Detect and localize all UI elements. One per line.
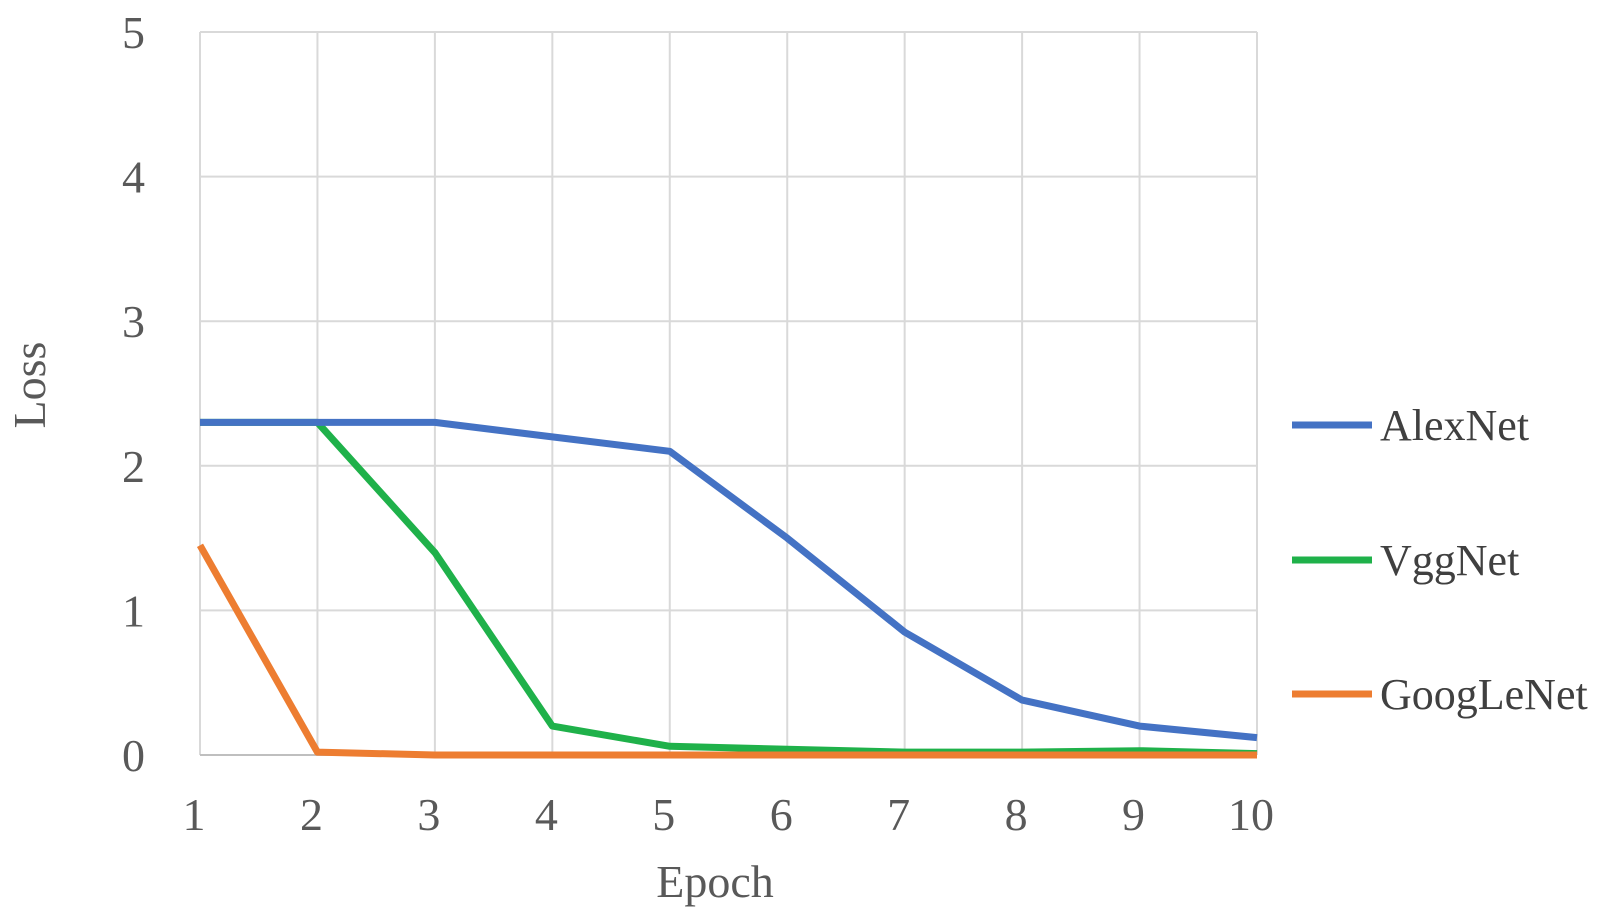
- legend-item-googlenet: GoogLeNet: [1292, 670, 1588, 719]
- x-tick-label: 4: [535, 789, 558, 840]
- x-tick-label: 2: [300, 789, 323, 840]
- series-line-alexnet: [200, 418, 1258, 742]
- y-axis-title: Loss: [4, 342, 55, 429]
- legend: AlexNet VggNet GoogLeNet: [1292, 401, 1588, 719]
- y-tick-label: 0: [122, 730, 145, 781]
- x-tick-label: 1: [183, 789, 206, 840]
- y-tick-label: 3: [122, 296, 145, 347]
- legend-item-alexnet: AlexNet: [1292, 401, 1529, 450]
- series-lines: [196, 418, 1258, 759]
- x-tick-label: 8: [1005, 789, 1028, 840]
- x-tick-label: 10: [1228, 789, 1274, 840]
- x-tick-label: 6: [770, 789, 793, 840]
- legend-label: AlexNet: [1380, 401, 1529, 450]
- legend-label: VggNet: [1380, 536, 1519, 585]
- legend-item-vggnet: VggNet: [1292, 536, 1519, 585]
- series-line-vggnet: [200, 418, 1258, 758]
- y-tick-label: 4: [122, 152, 145, 203]
- y-tick-label: 2: [122, 441, 145, 492]
- x-tick-label: 7: [887, 789, 910, 840]
- y-tick-label: 5: [122, 7, 145, 58]
- x-tick-label: 9: [1122, 789, 1145, 840]
- x-tick-label: 5: [652, 789, 675, 840]
- x-axis-title: Epoch: [656, 856, 774, 907]
- legend-label: GoogLeNet: [1380, 670, 1588, 719]
- series-line-googlenet: [196, 543, 1257, 759]
- gridlines: [199, 31, 1258, 755]
- y-tick-label: 1: [122, 585, 145, 636]
- y-tick-labels: 0 1 2 3 4 5: [122, 7, 145, 781]
- x-tick-label: 3: [417, 789, 440, 840]
- x-tick-labels: 1 2 3 4 5 6 7 8 9 10: [183, 789, 1275, 840]
